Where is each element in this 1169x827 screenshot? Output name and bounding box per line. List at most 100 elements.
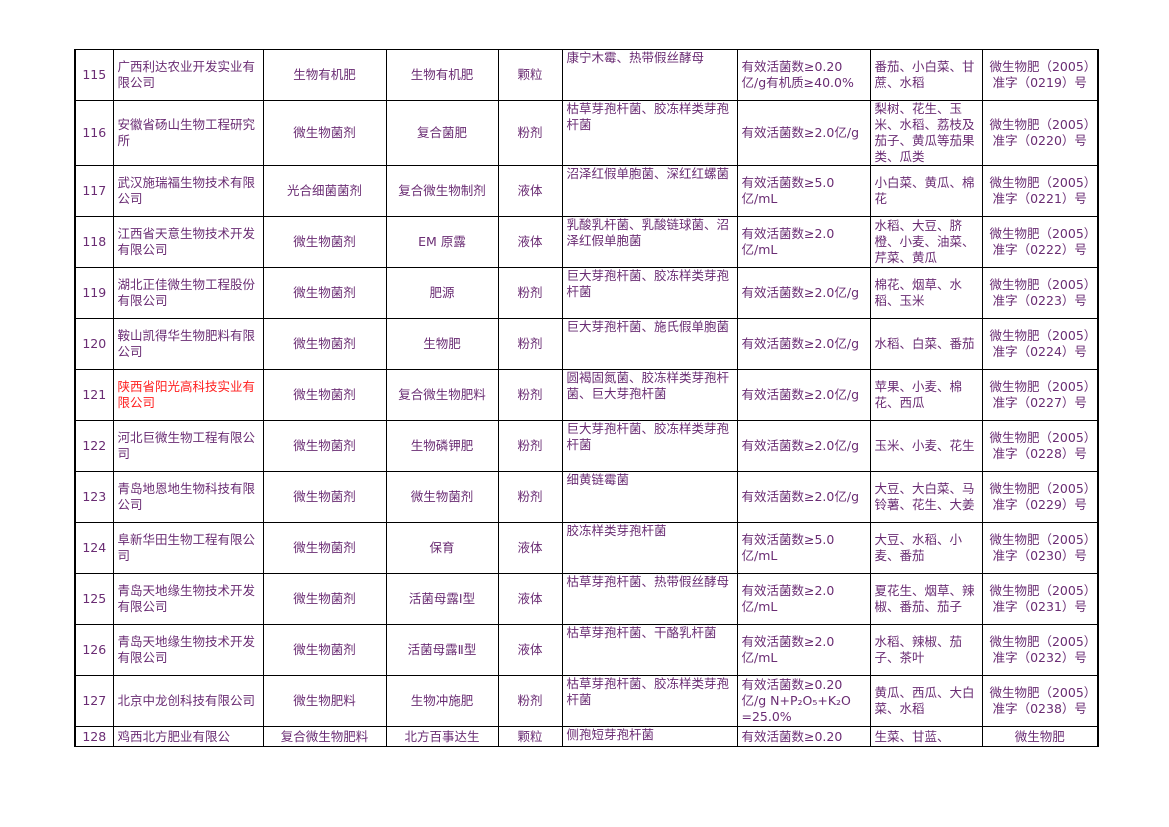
col-crops: 水稻、辣椒、茄子、茶叶 (869, 624, 983, 676)
col-crops: 生菜、甘蓝、 (869, 726, 983, 747)
table-row: 120 鞍山凯得华生物肥料有限公司 微生物菌剂 生物肥 粉剂 巨大芽孢杆菌、施氏假单胞菌有… (74, 318, 1099, 370)
col-form: 颗粒 (497, 726, 563, 747)
col-product-name: 生物冲施肥 (385, 675, 499, 727)
col-form: 粉剂 (497, 471, 563, 523)
col-product-name: 生物有机肥 (385, 49, 499, 101)
col-product-name: 保育 (385, 522, 499, 574)
col-company: 青岛地恩地生物科技有限公司 (112, 471, 264, 523)
col-product-name: 微生物菌剂 (385, 471, 499, 523)
col-company: 鞍山凯得华生物肥料有限公司 (112, 318, 264, 370)
col-company: 青岛天地缘生物技术开发有限公司 (112, 573, 264, 625)
col-number: 127 (74, 675, 114, 727)
col-strain: 枯草芽孢杆菌、胶冻样类芽孢杆菌 (561, 100, 738, 166)
col-crops: 水稻、大豆、脐橙、小麦、油菜、芹菜、黄瓜 (869, 216, 983, 268)
col-spec: 有效活菌数≥0.20 (736, 726, 871, 747)
col-registration: 微生物肥（2005）准字（0231）号 (981, 573, 1099, 625)
col-registration: 微生物肥（2005）准字（0219）号 (981, 49, 1099, 101)
col-registration: 微生物肥（2005）准字（0228）号 (981, 420, 1099, 472)
col-product-name: 活菌母露Ⅱ型 (385, 624, 499, 676)
col-crops: 大豆、水稻、小麦、番茄 (869, 522, 983, 574)
col-spec: 有效活菌数≥2.0亿/g (736, 100, 871, 166)
registration-table: 115 广西利达农业开发实业有限公司 生物有机肥 生物有机肥 颗粒 康宁木霉、热带假丝酵母… (74, 49, 1099, 747)
col-spec: 有效活菌数≥5.0亿/mL (736, 522, 871, 574)
table-row: 128 鸡西北方肥业有限公 复合微生物肥料 北方百事达生 颗粒 侧孢短芽孢杆菌 有效活菌数≥… (74, 726, 1099, 747)
col-number: 117 (74, 165, 114, 217)
col-company: 北京中龙创科技有限公司 (112, 675, 264, 727)
col-form: 粉剂 (497, 318, 563, 370)
col-company: 广西利达农业开发实业有限公司 (112, 49, 264, 101)
col-spec: 有效活菌数≥2.0亿/mL (736, 216, 871, 268)
col-strain: 枯草芽孢杆菌、热带假丝酵母 (561, 573, 738, 625)
col-spec: 有效活菌数≥0.20亿/g有机质≥40.0% (736, 49, 871, 101)
col-number: 124 (74, 522, 114, 574)
col-number: 115 (74, 49, 114, 101)
table-row: 123 青岛地恩地生物科技有限公司 微生物菌剂 微生物菌剂 粉剂 细黄链霉菌 有效活菌数≥2… (74, 471, 1099, 523)
col-company: 湖北正佳微生物工程股份有限公司 (112, 267, 264, 319)
col-crops: 苹果、小麦、棉花、西瓜 (869, 369, 983, 421)
col-product-name: 活菌母露Ⅰ型 (385, 573, 499, 625)
col-form: 液体 (497, 216, 563, 268)
col-product-type: 复合微生物肥料 (262, 726, 387, 747)
col-form: 颗粒 (497, 49, 563, 101)
col-registration: 微生物肥（2005）准字（0222）号 (981, 216, 1099, 268)
col-strain: 胶冻样类芽孢杆菌 (561, 522, 738, 574)
col-registration: 微生物肥 (981, 726, 1099, 747)
col-form: 粉剂 (497, 675, 563, 727)
col-registration: 微生物肥（2005）准字（0224）号 (981, 318, 1099, 370)
col-strain: 沼泽红假单胞菌、深红红螺菌 (561, 165, 738, 217)
col-company: 河北巨微生物工程有限公司 (112, 420, 264, 472)
col-strain: 圆褐固氮菌、胶冻样类芽孢杆菌、巨大芽孢杆菌 (561, 369, 738, 421)
col-product-type: 微生物菌剂 (262, 267, 387, 319)
col-company: 青岛天地缘生物技术开发有限公司 (112, 624, 264, 676)
col-number: 122 (74, 420, 114, 472)
table-row: 117 武汉施瑞福生物技术有限公司 光合细菌菌剂 复合微生物制剂 液体 沼泽红假单胞菌、深… (74, 165, 1099, 217)
col-spec: 有效活菌数≥2.0亿/g (736, 420, 871, 472)
col-product-name: 复合微生物肥料 (385, 369, 499, 421)
col-product-type: 微生物菌剂 (262, 420, 387, 472)
col-product-name: 肥源 (385, 267, 499, 319)
col-strain: 巨大芽孢杆菌、胶冻样类芽孢杆菌 (561, 267, 738, 319)
col-crops: 黄瓜、西瓜、大白菜、水稻 (869, 675, 983, 727)
col-form: 液体 (497, 522, 563, 574)
col-company: 武汉施瑞福生物技术有限公司 (112, 165, 264, 217)
table-row: 125 青岛天地缘生物技术开发有限公司 微生物菌剂 活菌母露Ⅰ型 液体 枯草芽孢杆菌、热带… (74, 573, 1099, 625)
col-number: 126 (74, 624, 114, 676)
table-body: 115 广西利达农业开发实业有限公司 生物有机肥 生物有机肥 颗粒 康宁木霉、热带假丝酵母… (74, 49, 1099, 747)
col-product-name: 复合微生物制剂 (385, 165, 499, 217)
col-spec: 有效活菌数≥2.0亿/mL (736, 624, 871, 676)
table-row: 122 河北巨微生物工程有限公司 微生物菌剂 生物磷钾肥 粉剂 巨大芽孢杆菌、胶冻样类芽孢… (74, 420, 1099, 472)
col-company: 阜新华田生物工程有限公司 (112, 522, 264, 574)
col-registration: 微生物肥（2005）准字（0220）号 (981, 100, 1099, 166)
col-company: 陕西省阳光高科技实业有限公司 (112, 369, 264, 421)
col-product-name: 复合菌肥 (385, 100, 499, 166)
col-registration: 微生物肥（2005）准字（0229）号 (981, 471, 1099, 523)
table-row: 126 青岛天地缘生物技术开发有限公司 微生物菌剂 活菌母露Ⅱ型 液体 枯草芽孢杆菌、干酪… (74, 624, 1099, 676)
col-crops: 夏花生、烟草、辣椒、番茄、茄子 (869, 573, 983, 625)
col-spec: 有效活菌数≥2.0亿/g (736, 267, 871, 319)
col-form: 液体 (497, 573, 563, 625)
col-spec: 有效活菌数≥2.0亿/g (736, 471, 871, 523)
col-product-type: 微生物菌剂 (262, 522, 387, 574)
col-strain: 枯草芽孢杆菌、胶冻样类芽孢杆菌 (561, 675, 738, 727)
col-strain: 枯草芽孢杆菌、干酪乳杆菌 (561, 624, 738, 676)
table-row: 118 江西省天意生物技术开发有限公司 微生物菌剂 EM 原露 液体 乳酸乳杆菌、乳酸链球… (74, 216, 1099, 268)
col-product-type: 微生物菌剂 (262, 471, 387, 523)
col-company: 安徽省砀山生物工程研究所 (112, 100, 264, 166)
col-product-type: 微生物菌剂 (262, 624, 387, 676)
col-number: 128 (74, 726, 114, 747)
table-row: 127 北京中龙创科技有限公司 微生物肥料 生物冲施肥 粉剂 枯草芽孢杆菌、胶冻样类芽孢杆… (74, 675, 1099, 727)
col-number: 120 (74, 318, 114, 370)
col-strain: 巨大芽孢杆菌、施氏假单胞菌 (561, 318, 738, 370)
col-product-name: 生物肥 (385, 318, 499, 370)
col-spec: 有效活菌数≥2.0亿/mL (736, 573, 871, 625)
col-registration: 微生物肥（2005）准字（0221）号 (981, 165, 1099, 217)
col-product-type: 微生物菌剂 (262, 573, 387, 625)
col-form: 液体 (497, 165, 563, 217)
col-registration: 微生物肥（2005）准字（0227）号 (981, 369, 1099, 421)
col-company: 鸡西北方肥业有限公 (112, 726, 264, 747)
col-spec: 有效活菌数≥0.20亿/g N+P₂O₅+K₂O =25.0% (736, 675, 871, 727)
col-crops: 玉米、小麦、花生 (869, 420, 983, 472)
col-crops: 棉花、烟草、水稻、玉米 (869, 267, 983, 319)
col-spec: 有效活菌数≥5.0亿/mL (736, 165, 871, 217)
table-row: 116 安徽省砀山生物工程研究所 微生物菌剂 复合菌肥 粉剂 枯草芽孢杆菌、胶冻样类芽孢杆… (74, 100, 1099, 166)
